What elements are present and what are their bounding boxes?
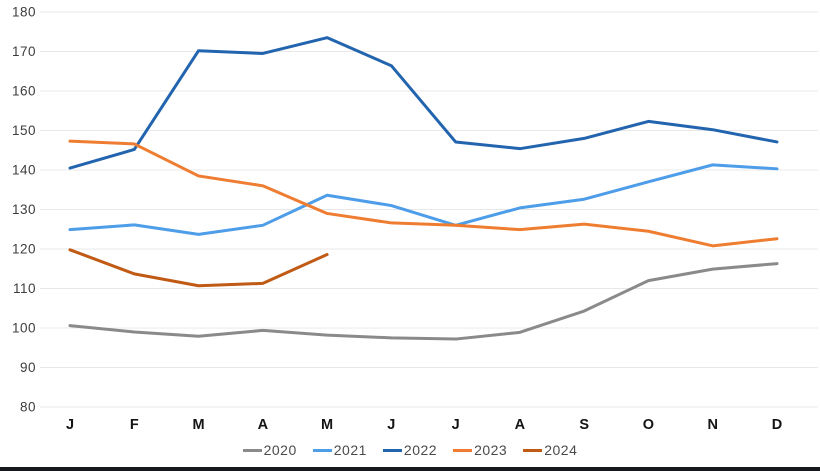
x-axis-label: M xyxy=(192,417,204,433)
legend-swatch-2024 xyxy=(523,448,543,452)
legend-item-2023[interactable]: 2023 xyxy=(453,442,507,458)
x-axis-label: M xyxy=(321,417,333,433)
x-axis-label: O xyxy=(643,417,654,433)
y-axis-label: 180 xyxy=(12,5,36,20)
series-line-2021 xyxy=(68,163,779,236)
y-axis-label: 90 xyxy=(20,360,36,375)
legend-item-2024[interactable]: 2024 xyxy=(523,442,577,458)
x-axis-label: J xyxy=(452,417,460,433)
y-axis-label: 130 xyxy=(12,202,36,217)
y-axis-label: 160 xyxy=(12,84,36,99)
x-axis-label: D xyxy=(772,417,782,433)
legend-label: 2024 xyxy=(544,442,578,458)
legend-item-2020[interactable]: 2020 xyxy=(242,442,297,458)
series-line-2020 xyxy=(68,262,779,341)
series-line-2023 xyxy=(68,139,779,248)
series-line-2022 xyxy=(68,36,779,170)
legend: 2020 2021 2022 2023 2024 xyxy=(0,435,820,465)
series-line-2024 xyxy=(68,248,329,288)
plot-area: 180 170 160 150 140 130 120 110 100 90 80 J F M A M J J A S… xyxy=(12,5,818,433)
legend-swatch-2021 xyxy=(312,448,332,452)
x-axis-label: F xyxy=(130,417,139,433)
y-axis-label: 80 xyxy=(20,400,36,415)
legend-label: 2023 xyxy=(474,442,508,458)
legend-swatch-2023 xyxy=(453,448,473,452)
y-axis-label: 120 xyxy=(12,242,36,257)
x-axis-label: A xyxy=(258,417,269,433)
y-axis-label: 140 xyxy=(12,163,36,178)
x-axis-label: N xyxy=(707,417,717,433)
legend-swatch-2020 xyxy=(242,448,262,452)
x-axis-label: A xyxy=(515,417,526,433)
x-axis-label: S xyxy=(579,417,589,433)
y-axis-label: 170 xyxy=(12,44,36,59)
y-axis-label: 110 xyxy=(13,281,36,296)
y-axis-label: 150 xyxy=(12,123,36,138)
x-axis-label: J xyxy=(387,417,395,433)
legend-item-2021[interactable]: 2021 xyxy=(312,442,367,458)
bottom-window-edge xyxy=(0,467,820,471)
legend-swatch-2022 xyxy=(382,448,402,452)
legend-label: 2020 xyxy=(263,442,297,458)
legend-item-2022[interactable]: 2022 xyxy=(382,442,438,458)
legend-label: 2021 xyxy=(333,442,367,458)
legend-label: 2022 xyxy=(403,442,438,458)
x-axis-label: J xyxy=(66,417,74,433)
y-axis-label: 100 xyxy=(12,321,36,336)
